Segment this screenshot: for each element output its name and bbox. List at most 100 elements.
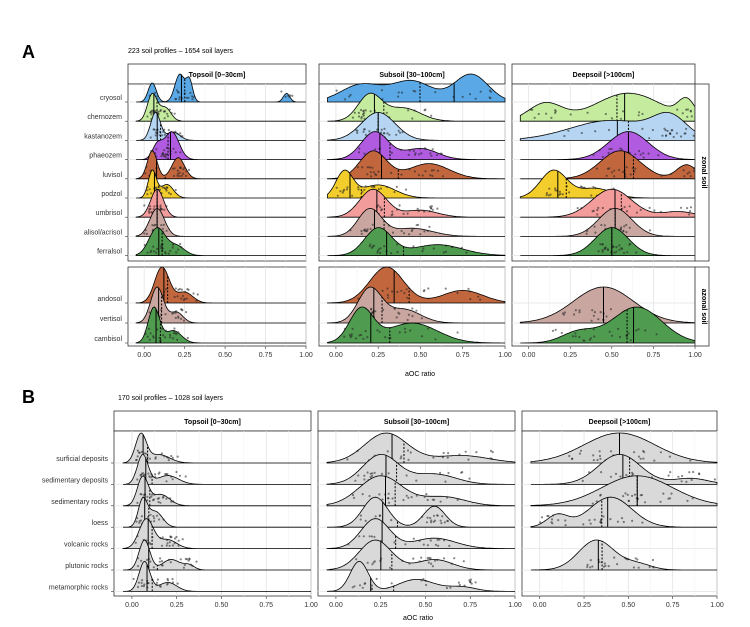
a-xtick-label: 0.25: [178, 352, 192, 359]
a-point: [177, 331, 180, 334]
b-point: [159, 585, 162, 588]
b-point: [152, 566, 155, 569]
b-point: [445, 496, 449, 499]
a-point: [363, 128, 366, 131]
a-point: [621, 170, 625, 174]
a-point: [354, 337, 357, 340]
a-point: [400, 148, 403, 151]
b-point: [450, 562, 453, 565]
b-point: [154, 456, 157, 459]
a-xtick-label: 0.75: [456, 352, 470, 359]
b-point: [539, 521, 542, 524]
a-point: [397, 95, 400, 98]
b-point: [135, 459, 138, 462]
b-point: [358, 584, 362, 587]
a-point: [686, 115, 689, 118]
b-point: [592, 454, 595, 457]
a-point: [148, 205, 152, 208]
a-xtick-label: 0.50: [605, 352, 619, 359]
a-point: [154, 186, 157, 189]
a-point: [402, 212, 405, 215]
a-point: [386, 132, 389, 135]
a-point: [379, 251, 382, 254]
b-point: [381, 498, 384, 501]
a-point: [382, 308, 385, 311]
a-point: [629, 242, 632, 245]
a-point: [642, 156, 645, 159]
a-point: [434, 91, 437, 94]
b-point: [429, 516, 432, 520]
b-point: [140, 584, 143, 588]
a-point: [635, 211, 639, 214]
a-point: [190, 95, 194, 98]
a-xtick-label: 0.25: [371, 352, 385, 359]
b-point: [138, 521, 141, 524]
b-point: [418, 560, 421, 563]
a-point: [596, 208, 599, 212]
a-point: [653, 209, 656, 212]
b-row-label-plutonic-rocks: plutonic rocks: [65, 563, 108, 570]
a-point: [166, 112, 169, 115]
a-point: [168, 108, 171, 111]
b-point: [420, 579, 423, 582]
b-point: [627, 499, 630, 502]
a-point: [192, 292, 195, 295]
a-row-label-ferralsol: ferralsol: [97, 249, 122, 256]
a-point: [402, 232, 406, 235]
b-ridge-loess-2: [530, 496, 717, 528]
b-point: [165, 544, 168, 547]
b-point: [136, 535, 139, 538]
a-point: [607, 151, 610, 154]
b-point: [166, 542, 169, 545]
b-point: [150, 495, 153, 498]
a-point: [618, 244, 621, 247]
a-point: [414, 152, 417, 155]
b-point: [155, 514, 159, 517]
b-point: [368, 535, 371, 538]
a-point: [393, 307, 396, 310]
b-points-metamorphic-rocks-1: [351, 577, 477, 591]
a-point: [175, 251, 178, 254]
b-point: [167, 459, 170, 462]
b-point: [432, 520, 435, 523]
b-point: [667, 474, 670, 477]
b-point: [662, 492, 665, 495]
a-point: [479, 90, 482, 93]
a-point: [664, 129, 667, 132]
a-point: [594, 130, 597, 133]
a-point: [180, 308, 183, 311]
a-point: [604, 112, 607, 116]
a-ridge-kastanozem-0: [136, 111, 306, 141]
a-point: [432, 169, 435, 172]
a-point: [187, 96, 190, 99]
b-point: [634, 557, 637, 560]
a-point: [419, 233, 422, 236]
a-point: [185, 311, 188, 314]
b-point: [609, 450, 613, 453]
b-point: [468, 477, 471, 480]
b-point: [639, 457, 642, 460]
b-point: [596, 458, 599, 462]
a-point: [159, 108, 162, 112]
a-point: [426, 229, 429, 232]
a-point: [185, 170, 188, 173]
b-point: [602, 565, 606, 568]
b-ridge-sedimentary-deposits-2: [530, 453, 718, 485]
b-point: [139, 493, 142, 496]
a-point: [385, 111, 388, 114]
a-point: [180, 297, 183, 300]
a-point: [628, 226, 631, 229]
b-point: [686, 499, 689, 502]
a-point: [568, 191, 571, 194]
a-point: [477, 295, 480, 298]
a-group-label-zonal-soil: zonal soil: [700, 157, 707, 189]
a-point: [607, 128, 611, 132]
b-point: [160, 452, 163, 455]
b-point: [189, 563, 193, 566]
a-point: [366, 166, 369, 169]
a-point: [601, 250, 604, 253]
a-point: [143, 232, 146, 235]
panel-a-subtitle: 223 soil profiles – 1654 soil layers: [128, 48, 234, 55]
a-point: [615, 250, 618, 253]
b-point: [152, 515, 155, 518]
